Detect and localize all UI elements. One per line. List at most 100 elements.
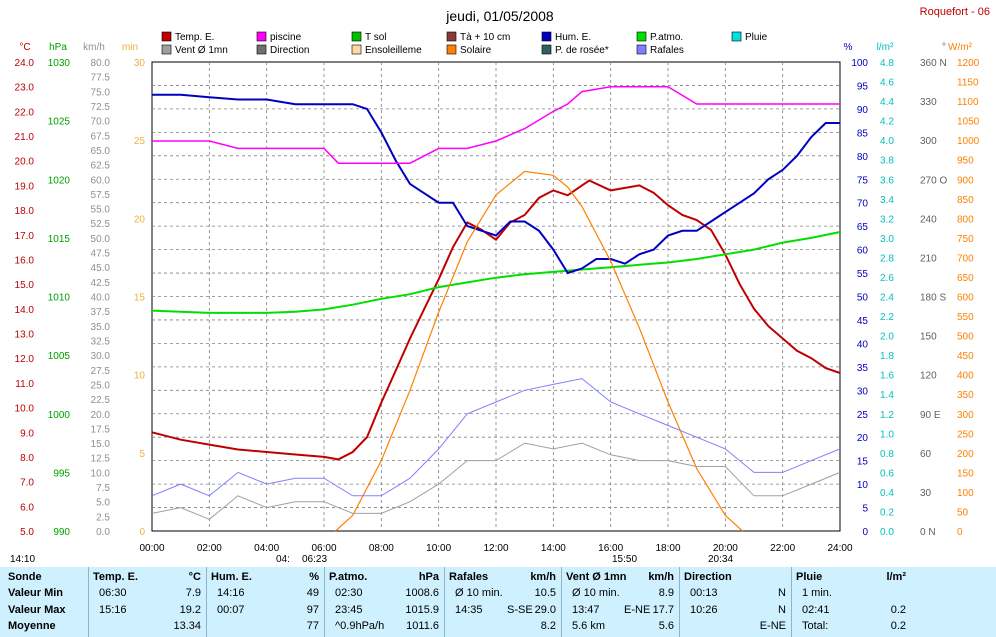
tick-label-wind_kmh: 25.0 [91,380,111,391]
tick-label-wind_kmh: 7.5 [96,483,110,494]
tick-label-rain_lm2: 2.2 [880,312,894,323]
stats-header: Temp. E. [93,571,139,583]
tick-label-wind_kmh: 22.5 [91,395,111,406]
stats-time: 02:30 [335,587,363,599]
axis-title-temp_c: °C [19,42,30,53]
tick-label-wind_kmh: 45.0 [91,263,111,274]
series-line-rafales [151,378,841,497]
x-tick-label: 10:00 [426,543,451,554]
stats-column: Temp. E. °C 06:30 7.9 15:16 19.2 13.34 [88,567,207,637]
tick-label-direction_deg: 360 N [920,58,947,69]
axis-title-pressure_hpa: hPa [49,42,67,53]
legend-swatch [636,31,647,42]
tick-label-humidity_pct: 5 [862,504,868,515]
legend-label: P. de rosée* [555,45,609,56]
legend-label: Rafales [650,45,684,56]
tick-label-humidity_pct: 15 [857,457,869,468]
tick-label-humidity_pct: 20 [857,433,869,444]
legend-label: Pluie [745,32,768,43]
stats-unit: l/m² [886,571,906,583]
tick-label-temp_c: 23.0 [15,83,35,94]
stats-unit: km/h [648,571,674,583]
tick-label-minutes: 0 [139,527,145,538]
stats-value: N [778,587,786,599]
legend-label: Direction [270,45,309,56]
tick-label-rain_lm2: 0.4 [880,488,894,499]
tick-label-direction_deg: 150 [920,332,937,343]
legend-swatch [541,31,552,42]
tick-label-minutes: 5 [139,449,145,460]
axis-title-wind_kmh: km/h [83,42,105,53]
legend-label: Vent Ø 1mn [175,45,228,56]
tick-label-rain_lm2: 3.6 [880,175,894,186]
tick-label-wind_kmh: 15.0 [91,439,111,450]
tick-label-rain_lm2: 2.6 [880,273,894,284]
tick-label-rain_lm2: 0.6 [880,468,894,479]
tick-label-rain_lm2: 2.0 [880,332,894,343]
tick-label-pressure_hpa: 1015 [48,234,71,245]
stats-value: 0.2 [890,620,906,632]
stats-value: 8.9 [658,587,674,599]
legend-swatch [256,44,267,55]
tick-label-direction_deg: 60 [920,449,932,460]
tick-label-temp_c: 17.0 [15,231,35,242]
stats-time: 13:47 [572,604,600,616]
tick-label-solar_wm2: 950 [957,156,974,167]
tick-label-pressure_hpa: 995 [53,468,70,479]
axis-title-humidity_pct: % [844,42,853,53]
legend-label: Temp. E. [175,32,214,43]
marker-solar-noon: 15:50 [612,554,637,565]
tick-label-wind_kmh: 65.0 [91,146,111,157]
tick-label-solar_wm2: 350 [957,390,974,401]
tick-label-solar_wm2: 750 [957,234,974,245]
tick-label-rain_lm2: 3.8 [880,156,894,167]
tick-label-wind_kmh: 5.0 [96,498,110,509]
tick-label-temp_c: 20.0 [15,157,35,168]
legend-label: Solaire [460,45,492,56]
tick-label-humidity_pct: 10 [857,480,869,491]
tick-label-solar_wm2: 900 [957,175,974,186]
stats-value: N [778,604,786,616]
tick-label-solar_wm2: 300 [957,410,974,421]
tick-label-rain_lm2: 1.6 [880,371,894,382]
x-tick-label: 12:00 [483,543,508,554]
tick-label-solar_wm2: 400 [957,371,974,382]
tick-label-solar_wm2: 600 [957,293,974,304]
stats-value: 17.7 [652,604,674,616]
stats-time: 00:07 [217,604,245,616]
tick-label-pressure_hpa: 1025 [48,117,71,128]
stats-unit: % [309,571,319,583]
legend-label: Tà + 10 cm [460,32,510,43]
legend: Temp. E. piscine T sol Tà + 10 cm Hum. E. P.a… [161,31,768,56]
tick-label-wind_kmh: 35.0 [91,322,111,333]
axis-title-solar_wm2: W/m² [948,42,973,53]
legend-label: P.atmo. [650,32,683,43]
tick-label-humidity_pct: 25 [857,410,869,421]
tick-label-humidity_pct: 100 [851,58,868,69]
stats-unit: °C [188,571,201,583]
legend-swatch [351,31,362,42]
tick-label-wind_kmh: 50.0 [91,234,111,245]
stats-unit: km/h [530,571,556,583]
axes: 24.0 23.0 22.0 21.0 20.0 19.0 18.0 17.0 16.0 15.0… [15,42,980,554]
tick-label-solar_wm2: 150 [957,468,974,479]
tick-label-wind_kmh: 37.5 [91,307,111,318]
stats-header: P.atmo. [329,571,368,583]
stats-time: 15:16 [99,604,127,616]
tick-label-humidity_pct: 0 [862,527,868,538]
tick-label-rain_lm2: 0.2 [880,507,894,518]
tick-label-minutes: 20 [134,214,146,225]
legend-label: T sol [365,32,387,43]
x-tick-label: 14:00 [541,543,566,554]
tick-label-pressure_hpa: 1000 [48,410,71,421]
legend-swatch [446,44,457,55]
tick-label-temp_c: 22.0 [15,107,35,118]
tick-label-solar_wm2: 1150 [957,78,979,89]
tick-label-temp_c: 14.0 [15,305,35,316]
tick-label-solar_wm2: 1100 [957,97,979,108]
series [151,85,841,532]
legend-swatch [351,44,362,55]
stats-value: 10.5 [534,587,556,599]
stats-column: Vent Ø 1mn km/h Ø 10 min. 8.9 13:47 E-NE 17.7 5… [561,567,680,637]
tick-label-rain_lm2: 1.0 [880,429,894,440]
